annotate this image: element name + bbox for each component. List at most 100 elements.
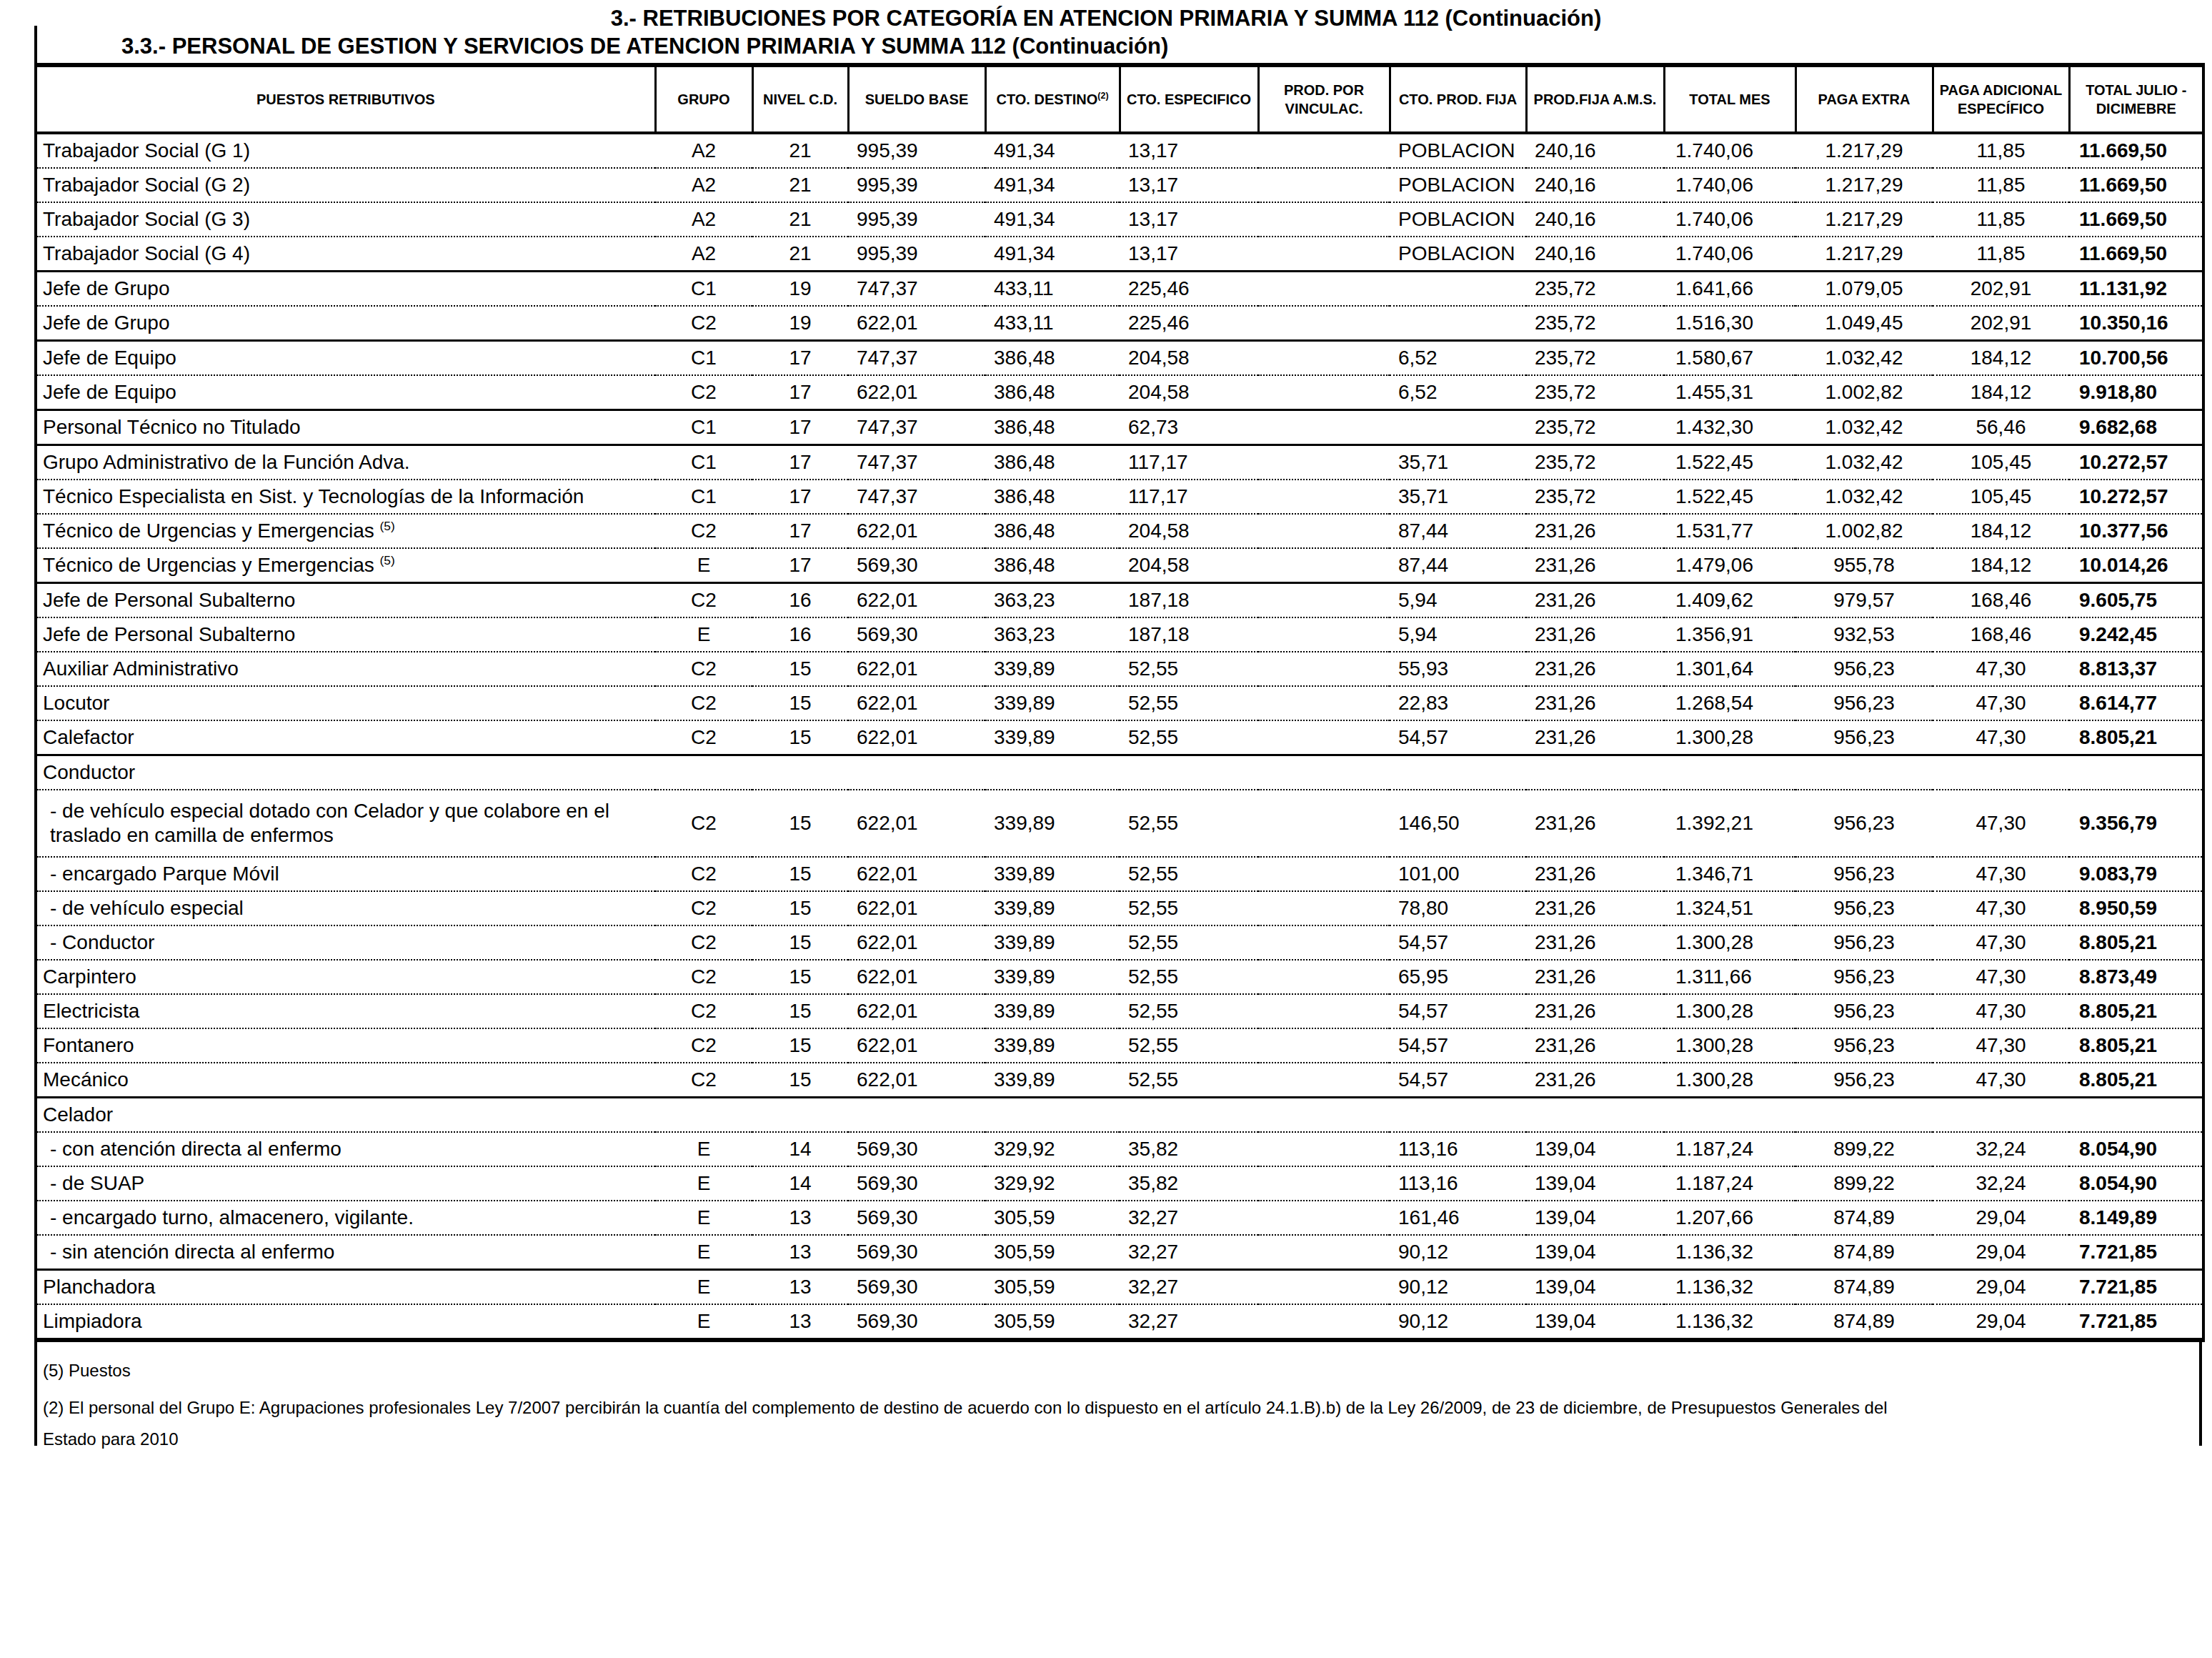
- cell-nivel: 13: [752, 1270, 848, 1305]
- cell-sueldo: 622,01: [848, 1028, 985, 1063]
- cell-totaljulio: 10.350,16: [2069, 306, 2203, 341]
- cell-nivel: 21: [752, 133, 848, 168]
- cell-ctoprod: 161,46: [1390, 1201, 1526, 1235]
- cell-totalmes: 1.300,28: [1664, 1028, 1795, 1063]
- table-row: FontaneroC215622,01339,8952,5554,57231,2…: [36, 1028, 2203, 1063]
- cell-totalmes: 1.356,91: [1664, 617, 1795, 652]
- cell-prodfija: 231,26: [1526, 720, 1664, 755]
- cell-pagaadic: 105,45: [1933, 480, 2069, 514]
- row-label: - de vehículo especial: [50, 897, 244, 919]
- cell-ctoprod: [1390, 306, 1526, 341]
- cell-destino: 386,48: [985, 445, 1120, 480]
- cell-puestos: - con atención directa al enfermo: [36, 1132, 655, 1166]
- table-row: LimpiadoraE13569,30305,5932,2790,12139,0…: [36, 1304, 2203, 1340]
- cell-pagaextra: 956,23: [1795, 925, 1933, 960]
- cell-sueldo: 622,01: [848, 891, 985, 925]
- cell-nivel: 15: [752, 1063, 848, 1098]
- cell-destino: 305,59: [985, 1201, 1120, 1235]
- column-header-ctoprod: CTO. PROD. FIJA: [1390, 65, 1526, 133]
- cell-totaljulio: 7.721,85: [2069, 1304, 2203, 1340]
- table-row: Jefe de EquipoC217622,01386,48204,586,52…: [36, 375, 2203, 410]
- cell-pagaextra: 1.217,29: [1795, 168, 1933, 202]
- cell-sueldo: 569,30: [848, 548, 985, 583]
- cell-puestos: - de vehículo especial: [36, 891, 655, 925]
- row-label: - de SUAP: [50, 1172, 144, 1194]
- cell-vinculac: [1258, 720, 1390, 755]
- cell-pagaextra: 956,23: [1795, 1063, 1933, 1098]
- table-row: MecánicoC215622,01339,8952,5554,57231,26…: [36, 1063, 2203, 1098]
- column-header-label: NIVEL C.D.: [763, 91, 837, 107]
- row-label: Jefe de Equipo: [43, 347, 176, 369]
- cell-especifico: 225,46: [1120, 272, 1258, 307]
- cell-sueldo: 995,39: [848, 237, 985, 272]
- footnote-ref: (2): [1097, 91, 1108, 101]
- cell-grupo: C2: [655, 306, 752, 341]
- cell-totalmes: 1.136,32: [1664, 1235, 1795, 1270]
- cell-pagaadic: 29,04: [1933, 1270, 2069, 1305]
- cell-puestos: Grupo Administrativo de la Función Adva.: [36, 445, 655, 480]
- cell-totalmes: 1.522,45: [1664, 480, 1795, 514]
- cell-ctoprod: 54,57: [1390, 1063, 1526, 1098]
- table-row: ElectricistaC215622,01339,8952,5554,5723…: [36, 994, 2203, 1028]
- column-header-grupo: GRUPO: [655, 65, 752, 133]
- cell-destino: 339,89: [985, 790, 1120, 857]
- cell-destino: 339,89: [985, 994, 1120, 1028]
- cell-sueldo: 622,01: [848, 790, 985, 857]
- cell-destino: 305,59: [985, 1270, 1120, 1305]
- cell-sueldo: 569,30: [848, 1235, 985, 1270]
- cell-totaljulio: 10.700,56: [2069, 341, 2203, 376]
- cell-sueldo: 747,37: [848, 410, 985, 445]
- cell-pagaadic: 32,24: [1933, 1166, 2069, 1201]
- cell-vinculac: [1258, 237, 1390, 272]
- cell-puestos: Trabajador Social (G 2): [36, 168, 655, 202]
- cell-grupo: E: [655, 1166, 752, 1201]
- cell-especifico: 32,27: [1120, 1270, 1258, 1305]
- cell-nivel: 13: [752, 1201, 848, 1235]
- cell-vinculac: [1258, 1235, 1390, 1270]
- column-header-label: CTO. DESTINO: [996, 91, 1097, 107]
- cell-nivel: 15: [752, 686, 848, 720]
- cell-totaljulio: 8.813,37: [2069, 652, 2203, 686]
- cell-pagaextra: 1.217,29: [1795, 133, 1933, 168]
- cell-puestos: Jefe de Equipo: [36, 375, 655, 410]
- cell-pagaadic: 11,85: [1933, 202, 2069, 237]
- cell-totalmes: [1664, 1098, 1795, 1133]
- table-row: - encargado turno, almacenero, vigilante…: [36, 1201, 2203, 1235]
- column-header-puestos: PUESTOS RETRIBUTIVOS: [36, 65, 655, 133]
- sheet: 3.3.- PERSONAL DE GESTION Y SERVICIOS DE…: [34, 26, 2205, 1446]
- cell-destino: 491,34: [985, 202, 1120, 237]
- cell-prodfija: 231,26: [1526, 891, 1664, 925]
- cell-nivel: 13: [752, 1304, 848, 1340]
- cell-pagaextra: 1.032,42: [1795, 480, 1933, 514]
- cell-ctoprod: 35,71: [1390, 445, 1526, 480]
- cell-puestos: Mecánico: [36, 1063, 655, 1098]
- cell-pagaextra: 874,89: [1795, 1304, 1933, 1340]
- cell-nivel: 21: [752, 237, 848, 272]
- cell-destino: 363,23: [985, 583, 1120, 618]
- cell-puestos: - encargado Parque Móvil: [36, 857, 655, 891]
- column-header-pagaadicional: PAGA ADICIONAL ESPECÍFICO: [1933, 65, 2069, 133]
- cell-totaljulio: 8.805,21: [2069, 1028, 2203, 1063]
- column-header-prodfija: PROD.FIJA A.M.S.: [1526, 65, 1664, 133]
- row-label: - sin atención directa al enfermo: [50, 1241, 334, 1263]
- cell-totalmes: 1.187,24: [1664, 1132, 1795, 1166]
- cell-destino: 339,89: [985, 652, 1120, 686]
- cell-totaljulio: 9.605,75: [2069, 583, 2203, 618]
- cell-totaljulio: 8.873,49: [2069, 960, 2203, 994]
- table-row: Auxiliar AdministrativoC215622,01339,895…: [36, 652, 2203, 686]
- cell-pagaextra: 932,53: [1795, 617, 1933, 652]
- cell-sueldo: 747,37: [848, 445, 985, 480]
- cell-destino: 339,89: [985, 960, 1120, 994]
- cell-especifico: 52,55: [1120, 857, 1258, 891]
- cell-especifico: 204,58: [1120, 375, 1258, 410]
- cell-grupo: C2: [655, 375, 752, 410]
- row-label: Técnico de Urgencias y Emergencias: [43, 520, 380, 542]
- cell-pagaextra: 1.002,82: [1795, 375, 1933, 410]
- cell-ctoprod: [1390, 755, 1526, 790]
- column-header-especifico: CTO. ESPECIFICO: [1120, 65, 1258, 133]
- cell-sueldo: 747,37: [848, 272, 985, 307]
- row-label: Jefe de Personal Subalterno: [43, 623, 295, 645]
- cell-totalmes: 1.268,54: [1664, 686, 1795, 720]
- cell-puestos: Calefactor: [36, 720, 655, 755]
- cell-totaljulio: 8.054,90: [2069, 1166, 2203, 1201]
